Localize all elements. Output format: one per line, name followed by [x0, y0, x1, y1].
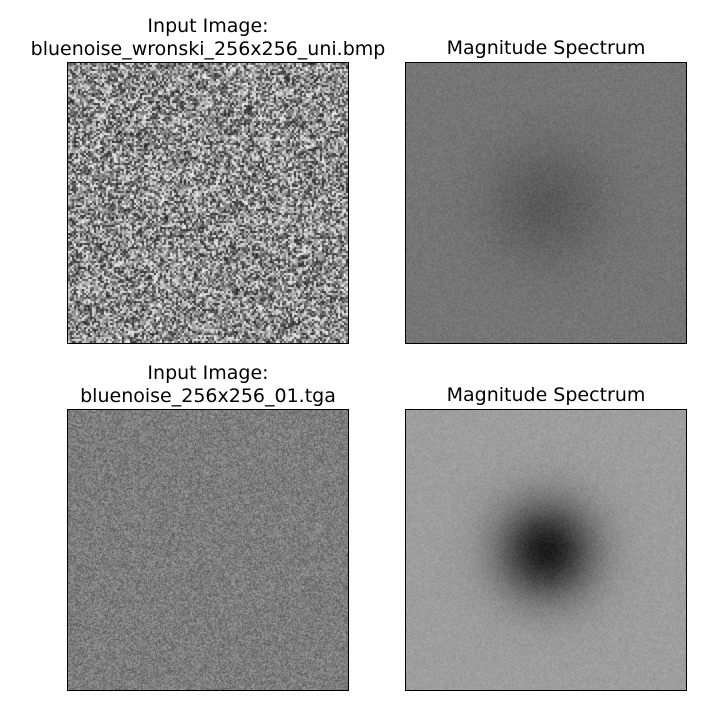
- panel-title-magnitude-spectrum-2: Magnitude Spectrum: [446, 384, 646, 406]
- magnitude-spectrum-image-2: [406, 410, 686, 690]
- input-image-noise-1: [68, 63, 348, 343]
- magnitude-spectrum-image-1: [406, 63, 686, 343]
- magnitude-spectrum-plot-2: [405, 409, 687, 691]
- panel-title-input-image-1: Input Image: bluenoise_wronski_256x256_u…: [30, 15, 386, 60]
- input-image-plot-1: [67, 62, 349, 344]
- panel-title-magnitude-spectrum-1: Magnitude Spectrum: [446, 37, 646, 59]
- panel-title-input-image-2: Input Image: bluenoise_256x256_01.tga: [80, 362, 336, 407]
- magnitude-spectrum-plot-1: [405, 62, 687, 344]
- input-image-noise-2: [68, 410, 348, 690]
- input-image-plot-2: [67, 409, 349, 691]
